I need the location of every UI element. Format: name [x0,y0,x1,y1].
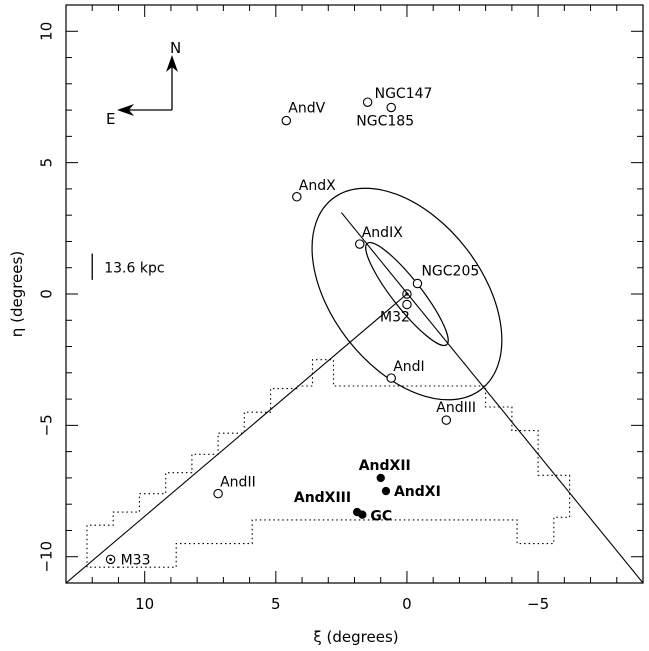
y-tick-label: −10 [37,541,55,573]
y-tick-label: 0 [37,289,55,299]
reference-line [66,293,408,583]
point-andiii [441,415,452,425]
scale-bar-label: 13.6 kpc [104,261,164,277]
x-tick-label: 10 [135,595,154,613]
compass-east-label: E [106,110,115,128]
label-andxi: AndXI [394,484,441,500]
y-tick-label: 5 [37,158,55,168]
scale-bar: 13.6 kpc [91,253,165,280]
point-m32 [402,299,412,310]
label-andxii: AndXII [359,458,411,474]
axis-ticks [65,4,644,584]
y-tick-labels: 10 5 0 −5 −10 [37,22,55,573]
label-andii: AndII [220,475,256,491]
point-andix [354,239,365,249]
m33-center-dot [109,557,112,561]
point-andv [281,115,292,126]
label-andiii: AndIII [436,400,476,416]
label-m32: M32 [380,310,410,326]
survey-boundary [86,359,571,568]
plot-body [66,97,643,583]
x-tick-labels: 10 5 0 −5 [135,595,549,613]
label-gc: GC [370,509,392,525]
point-andii [213,488,223,499]
label-andx: AndX [299,178,336,194]
x-tick-label: 5 [271,595,281,613]
outer-ellipse [311,187,503,401]
label-ngc147: NGC147 [375,86,433,102]
point-gc [358,510,367,519]
reference-line [340,212,643,583]
plot-frame [65,4,644,584]
m31-center-marker [402,289,412,299]
label-ngc185: NGC185 [356,113,414,129]
label-andxiii: AndXIII [294,490,351,506]
point-ngc147 [362,97,373,107]
point-ngc185 [386,102,396,113]
point-andx [292,192,302,202]
data-points [105,97,452,565]
label-andi: AndI [393,359,424,375]
compass: N E [106,39,181,128]
x-tick-label: −5 [527,595,549,613]
x-axis-label: ξ (degrees) [313,628,398,646]
point-andxi [381,486,391,496]
compass-north-label: N [170,39,181,57]
y-tick-label: −5 [37,414,55,436]
point-andi [386,373,396,383]
m31-center-dot [405,292,409,296]
x-tick-label: 0 [402,595,412,613]
label-ngc205: NGC205 [421,263,479,279]
label-m33: M33 [121,552,151,568]
y-tick-label: 10 [37,22,55,41]
point-ngc205 [412,278,423,289]
y-axis-label: η (degrees) [8,251,26,337]
point-labels: NGC147 NGC185 AndV AndX AndIX NGC205 M32 AndI An… [121,86,480,568]
label-andv: AndV [288,101,325,117]
compass-east-arrowhead [117,104,134,116]
label-andix: AndIX [362,225,403,241]
compass-north-arrowhead [166,55,178,72]
point-andxii [376,473,385,483]
